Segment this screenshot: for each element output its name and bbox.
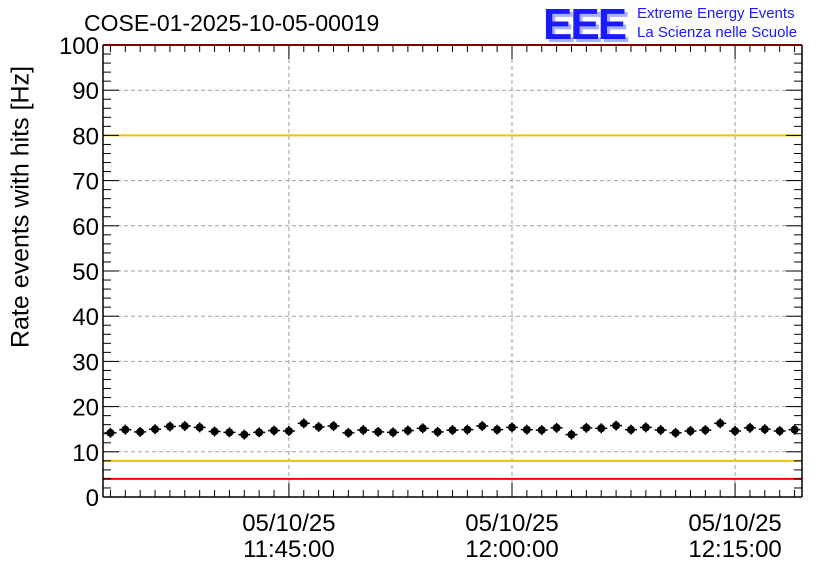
- y-tick-label: 100: [59, 33, 99, 60]
- data-point: [433, 427, 442, 436]
- y-tick-label: 10: [72, 440, 99, 467]
- data-point: [537, 426, 546, 435]
- y-tick-label: 40: [72, 304, 99, 331]
- data-point: [507, 423, 516, 432]
- y-tick-label: 20: [72, 395, 99, 422]
- y-tick-label: 70: [72, 169, 99, 196]
- data-point: [671, 428, 680, 437]
- y-tick-label: 50: [72, 259, 99, 286]
- x-tick-label-time: 12:15:00: [688, 536, 781, 563]
- data-point: [284, 427, 293, 436]
- data-point: [151, 425, 160, 434]
- data-point: [493, 425, 502, 434]
- data-point: [314, 422, 323, 431]
- data-point: [478, 422, 487, 431]
- data-point: [448, 426, 457, 435]
- data-point: [195, 423, 204, 432]
- y-tick-label: 60: [72, 214, 99, 241]
- data-point: [180, 422, 189, 431]
- logo-line-1: Extreme Energy Events: [637, 5, 795, 22]
- data-point: [374, 427, 383, 436]
- eee-logo: EEE: [543, 0, 627, 49]
- data-point: [329, 422, 338, 431]
- data-point: [106, 428, 115, 437]
- y-tick-label: 30: [72, 349, 99, 376]
- x-tick-label-time: 11:45:00: [243, 536, 335, 563]
- data-point: [626, 425, 635, 434]
- data-point: [359, 426, 368, 435]
- x-tick-label-time: 12:00:00: [465, 536, 558, 563]
- y-tick-label: 0: [86, 485, 99, 512]
- chart-title: COSE-01-2025-10-05-00019: [84, 10, 380, 36]
- data-point: [165, 422, 174, 431]
- data-point: [389, 428, 398, 437]
- data-point: [418, 424, 427, 433]
- data-point: [121, 425, 130, 434]
- x-tick-label-date: 05/10/25: [465, 510, 558, 537]
- data-point: [136, 427, 145, 436]
- data-point: [463, 425, 472, 434]
- y-tick-label: 90: [72, 78, 99, 105]
- data-point: [716, 419, 725, 428]
- data-point: [701, 426, 710, 435]
- data-point: [255, 428, 264, 437]
- data-point: [270, 426, 279, 435]
- data-point: [240, 430, 249, 439]
- x-tick-label-date: 05/10/25: [688, 510, 781, 537]
- data-point: [790, 425, 799, 434]
- data-point: [299, 419, 308, 428]
- data-point: [522, 425, 531, 434]
- data-point: [582, 423, 591, 432]
- data-point: [612, 421, 621, 430]
- data-point: [210, 427, 219, 436]
- y-tick-label: 80: [72, 123, 99, 150]
- data-point: [641, 423, 650, 432]
- data-point: [745, 423, 754, 432]
- data-point: [686, 427, 695, 436]
- logo-line-2: La Scienza nelle Scuole: [637, 24, 798, 41]
- data-point: [775, 427, 784, 436]
- data-point: [567, 430, 576, 439]
- data-point: [597, 424, 606, 433]
- data-point: [344, 428, 353, 437]
- x-tick-label-date: 05/10/25: [242, 510, 335, 537]
- data-point: [225, 428, 234, 437]
- data-point: [731, 427, 740, 436]
- data-point: [403, 426, 412, 435]
- data-point: [760, 425, 769, 434]
- data-point: [552, 423, 561, 432]
- data-point: [656, 426, 665, 435]
